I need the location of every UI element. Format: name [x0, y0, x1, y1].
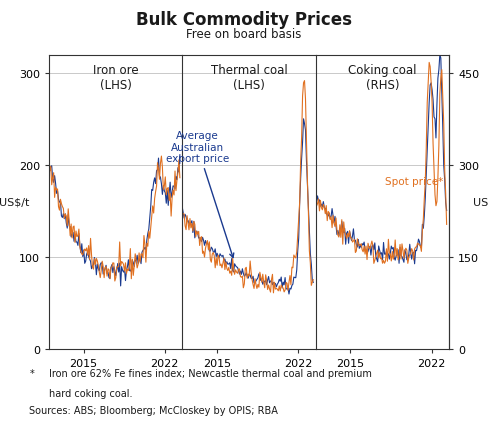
- Text: Iron ore
(LHS): Iron ore (LHS): [93, 64, 138, 92]
- Text: hard coking coal.: hard coking coal.: [49, 388, 132, 397]
- Text: US$/t: US$/t: [0, 197, 30, 207]
- Text: US$/t: US$/t: [473, 197, 488, 207]
- Text: Average
Australian
export price: Average Australian export price: [165, 131, 234, 258]
- Text: Sources: ABS; Bloomberg; McCloskey by OPIS; RBA: Sources: ABS; Bloomberg; McCloskey by OP…: [29, 405, 278, 414]
- Text: Bulk Commodity Prices: Bulk Commodity Prices: [136, 11, 352, 29]
- Text: Thermal coal
(LHS): Thermal coal (LHS): [210, 64, 287, 92]
- Text: Coking coal
(RHS): Coking coal (RHS): [348, 64, 417, 92]
- Text: Iron ore 62% Fe fines index; Newcastle thermal coal and premium: Iron ore 62% Fe fines index; Newcastle t…: [49, 368, 372, 378]
- Text: Free on board basis: Free on board basis: [186, 28, 302, 40]
- Text: *: *: [29, 368, 34, 378]
- Text: Spot price*: Spot price*: [385, 177, 443, 187]
